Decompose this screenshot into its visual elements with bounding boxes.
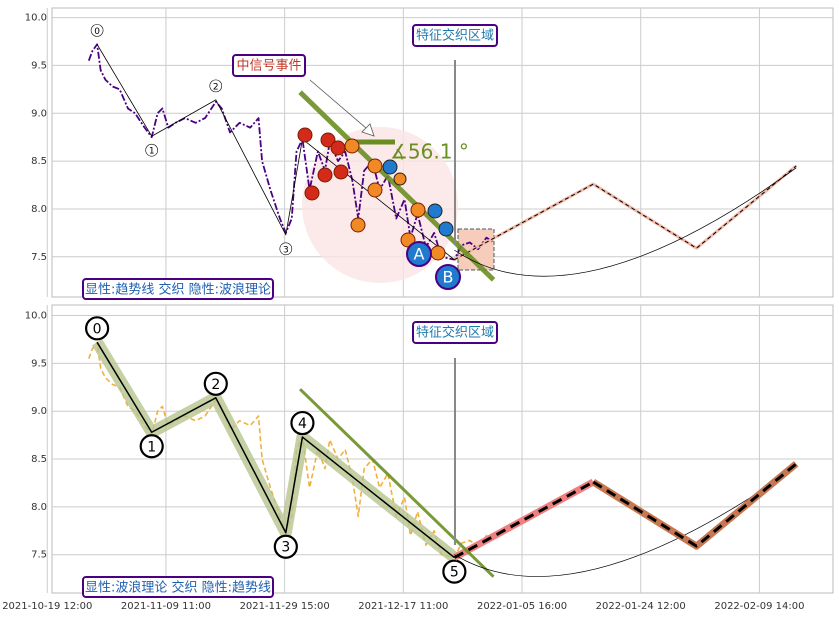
x-tick-label: 2021-12-17 11:00 [358, 601, 448, 612]
annotation-box [412, 24, 498, 47]
wave-label-circle [209, 79, 223, 93]
point-marker [406, 241, 432, 267]
wave-label-circle [279, 242, 293, 256]
wave-label-circle [290, 410, 315, 436]
y-tick-label: 9.5 [31, 358, 47, 369]
y-tick-label: 7.5 [31, 252, 47, 263]
x-tick-label: 2021-11-29 15:00 [240, 601, 330, 612]
signal [330, 140, 346, 156]
x-tick-label: 2022-02-09 14:00 [714, 601, 804, 612]
mode-label: 显性:波浪理论 交织 隐性:趋势线 [85, 580, 271, 596]
y-tick-label: 8.5 [31, 156, 47, 167]
signal [350, 217, 366, 233]
point-label: B [443, 268, 454, 287]
signal [333, 164, 349, 180]
projection-dash [454, 165, 797, 261]
wave-label-circle [203, 371, 228, 396]
arrow [309, 79, 375, 137]
event-label: 中信号事件 [236, 59, 301, 74]
wave-label-circle [90, 24, 104, 37]
annotation-box [82, 278, 274, 300]
wave-label: 1 [149, 147, 155, 157]
x-tick-label: 2022-01-05 16:00 [477, 601, 567, 612]
wave-label-circle [273, 534, 298, 559]
wave-label-circle [442, 559, 467, 584]
x-tick-label: 2022-01-24 12:00 [596, 601, 686, 612]
wave-label-circle [145, 143, 159, 157]
y-tick-label: 9.0 [31, 108, 47, 119]
wave-label: 2 [211, 377, 220, 393]
wave-label: 3 [283, 245, 289, 255]
arc-line [454, 466, 797, 577]
series: 0 1 2 3 0 1 2 3 4 5 [85, 24, 799, 584]
signal [367, 158, 383, 174]
projection-dash [592, 462, 798, 548]
y-tick-label: 10.0 [25, 13, 47, 24]
wave-label: 0 [93, 321, 102, 337]
signal [297, 127, 313, 143]
annotation-box [232, 54, 306, 77]
wave-label: 1 [147, 439, 156, 455]
trend-line [299, 388, 495, 578]
y-tick-label: 7.5 [31, 550, 47, 561]
wave-label: 3 [281, 540, 290, 556]
wave-label-circle [139, 434, 164, 459]
y-tick-label: 8.0 [31, 204, 47, 215]
wave-label: 0 [94, 27, 100, 37]
annotation-box [412, 321, 498, 344]
projection-dash [453, 480, 594, 559]
signal [304, 185, 320, 201]
y-tick-label: 9.0 [31, 406, 47, 417]
signal [427, 203, 443, 219]
wave-label: 5 [450, 565, 459, 581]
mode-label: 显性:趋势线 交织 隐性:波浪理论 [85, 282, 271, 298]
wave-line [96, 44, 455, 260]
wave-label: 2 [213, 82, 219, 92]
wave-label: 4 [298, 416, 307, 432]
signal [438, 221, 454, 237]
annotation-box [82, 576, 274, 598]
zone-label: 特征交织区域 [416, 28, 494, 44]
signal [410, 202, 426, 218]
zone-label: 特征交织区域 [416, 325, 494, 341]
signal [393, 172, 407, 186]
signal [344, 138, 360, 154]
x-tick-label: 2021-10-19 12:00 [2, 601, 92, 612]
signal [382, 159, 398, 175]
y-tick-label: 8.0 [31, 502, 47, 513]
wave-label-circle [85, 316, 110, 341]
angle-label: ∡56.1 ° [390, 140, 469, 164]
signal [320, 132, 336, 148]
y-tick-label: 8.5 [31, 454, 47, 465]
signal [430, 245, 446, 261]
arc-line [454, 167, 797, 277]
decor: A B [297, 60, 461, 545]
point-marker [435, 264, 461, 290]
signal [367, 182, 383, 198]
trend-line [298, 90, 496, 282]
signal [317, 167, 333, 183]
point-label: A [414, 245, 425, 264]
x-tick-label: 2021-11-09 11:00 [121, 601, 211, 612]
y-tick-label: 10.0 [25, 311, 47, 322]
wave-line [96, 341, 455, 559]
y-tick-label: 9.5 [31, 60, 47, 71]
price-line [87, 43, 493, 261]
